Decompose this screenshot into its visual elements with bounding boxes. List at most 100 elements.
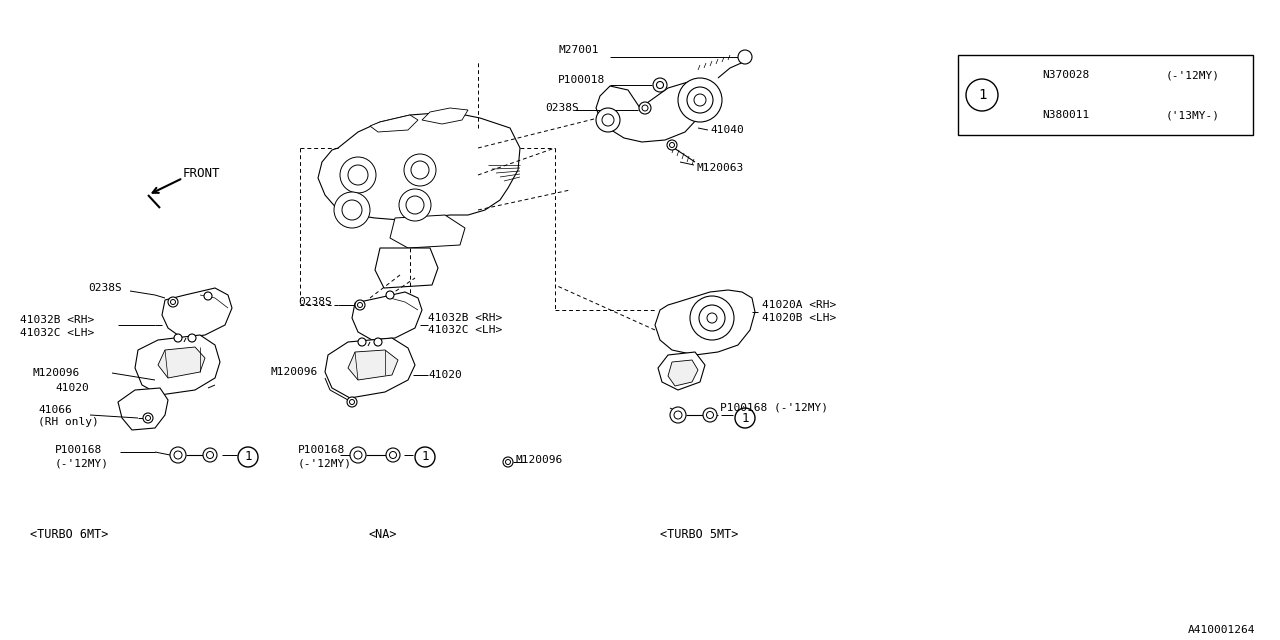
Circle shape (347, 397, 357, 407)
Text: 0238S: 0238S (298, 297, 332, 307)
Circle shape (690, 296, 733, 340)
Polygon shape (658, 352, 705, 390)
Text: M27001: M27001 (558, 45, 599, 55)
Circle shape (411, 161, 429, 179)
Circle shape (707, 313, 717, 323)
Text: 1: 1 (741, 412, 749, 424)
Circle shape (168, 297, 178, 307)
Circle shape (143, 413, 154, 423)
Text: 41066: 41066 (38, 405, 72, 415)
Polygon shape (325, 338, 415, 398)
Text: <NA>: <NA> (369, 529, 397, 541)
Circle shape (966, 79, 998, 111)
Circle shape (703, 408, 717, 422)
Circle shape (707, 412, 713, 419)
Circle shape (675, 411, 682, 419)
Text: FRONT: FRONT (183, 166, 220, 179)
Circle shape (669, 143, 675, 147)
Polygon shape (375, 248, 438, 288)
Circle shape (653, 78, 667, 92)
Polygon shape (390, 215, 465, 248)
Polygon shape (348, 350, 398, 380)
Circle shape (699, 305, 724, 331)
Circle shape (349, 399, 355, 404)
Circle shape (348, 165, 369, 185)
Circle shape (174, 334, 182, 342)
Circle shape (206, 451, 214, 458)
Circle shape (349, 447, 366, 463)
Circle shape (174, 451, 182, 459)
Circle shape (739, 50, 753, 64)
Circle shape (596, 108, 620, 132)
Circle shape (506, 460, 511, 465)
Polygon shape (157, 347, 205, 378)
Polygon shape (655, 290, 755, 355)
Polygon shape (317, 112, 520, 220)
Text: 1: 1 (244, 451, 252, 463)
Text: M120096: M120096 (32, 368, 79, 378)
Text: 1: 1 (421, 451, 429, 463)
Text: P100018: P100018 (558, 75, 605, 85)
Text: P100168: P100168 (298, 445, 346, 455)
Circle shape (669, 407, 686, 423)
Circle shape (374, 338, 381, 346)
Circle shape (387, 448, 401, 462)
Circle shape (238, 447, 259, 467)
Circle shape (170, 300, 175, 305)
Text: 0238S: 0238S (545, 103, 579, 113)
Circle shape (340, 157, 376, 193)
Polygon shape (352, 292, 422, 340)
Circle shape (204, 292, 212, 300)
Text: 41040: 41040 (710, 125, 744, 135)
Text: N380011: N380011 (1042, 110, 1089, 120)
Circle shape (170, 447, 186, 463)
Polygon shape (668, 360, 698, 386)
Circle shape (694, 94, 707, 106)
Text: N370028: N370028 (1042, 70, 1089, 80)
Circle shape (404, 154, 436, 186)
Text: M120096: M120096 (515, 455, 562, 465)
Circle shape (602, 114, 614, 126)
Text: M120096: M120096 (270, 367, 317, 377)
Text: 41032B <RH>: 41032B <RH> (428, 313, 502, 323)
Polygon shape (370, 115, 419, 132)
Circle shape (389, 451, 397, 458)
Circle shape (355, 300, 365, 310)
Circle shape (399, 189, 431, 221)
Circle shape (146, 415, 151, 420)
Text: <TURBO 5MT>: <TURBO 5MT> (660, 529, 739, 541)
Text: 41032B <RH>: 41032B <RH> (20, 315, 95, 325)
Circle shape (342, 200, 362, 220)
Circle shape (355, 451, 362, 459)
Circle shape (188, 334, 196, 342)
Polygon shape (596, 82, 701, 142)
Text: 41020: 41020 (55, 383, 88, 393)
Circle shape (503, 457, 513, 467)
Text: 41032C <LH>: 41032C <LH> (20, 328, 95, 338)
Circle shape (387, 291, 394, 299)
Circle shape (687, 87, 713, 113)
Text: 41020A <RH>: 41020A <RH> (762, 300, 836, 310)
Circle shape (735, 408, 755, 428)
Polygon shape (422, 108, 468, 124)
Circle shape (667, 140, 677, 150)
Text: <TURBO 6MT>: <TURBO 6MT> (29, 529, 109, 541)
Text: 41020B <LH>: 41020B <LH> (762, 313, 836, 323)
Circle shape (657, 81, 663, 88)
Text: (-'12MY): (-'12MY) (298, 458, 352, 468)
Text: (-'12MY): (-'12MY) (1166, 70, 1220, 80)
Text: ('13MY-): ('13MY-) (1166, 110, 1220, 120)
Polygon shape (118, 388, 168, 430)
Circle shape (415, 447, 435, 467)
Polygon shape (134, 335, 220, 395)
Circle shape (643, 105, 648, 111)
Polygon shape (163, 288, 232, 338)
Bar (957, 55, 1253, 135)
Text: P100168: P100168 (55, 445, 102, 455)
Text: 41032C <LH>: 41032C <LH> (428, 325, 502, 335)
Circle shape (334, 192, 370, 228)
Text: (-'12MY): (-'12MY) (55, 458, 109, 468)
Circle shape (678, 78, 722, 122)
Text: A410001264: A410001264 (1188, 625, 1254, 635)
Text: 1: 1 (978, 88, 986, 102)
